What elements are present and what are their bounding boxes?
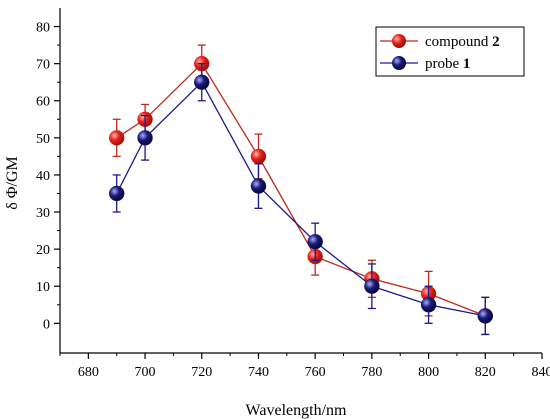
legend-entry-probe-1: probe 1 — [380, 56, 470, 72]
legend-marker-probe-1 — [392, 56, 406, 70]
data-point-probe-1-800 — [420, 297, 437, 313]
series-compound-2 — [108, 44, 494, 336]
axes — [59, 8, 542, 354]
x-axis-title: Wavelength/nm — [246, 402, 347, 419]
y-axis-title: δ Φ/GM — [4, 156, 21, 209]
y-ticks: 0 10 20 30 40 50 60 70 80 — [36, 21, 60, 332]
series-probe-1 — [108, 62, 494, 336]
y-tick-label-70: 70 — [36, 58, 50, 73]
data-point-probe-1-760 — [307, 233, 323, 250]
x-tick-label-780: 780 — [361, 365, 382, 380]
y-tick-label-10: 10 — [36, 280, 50, 295]
x-tick-label-680: 680 — [78, 365, 99, 380]
legend-label-probe-1: probe 1 — [425, 56, 470, 72]
x-tick-label-840: 840 — [532, 365, 550, 380]
x-tick-label-760: 760 — [305, 365, 326, 380]
data-point-compound-2-740 — [250, 148, 267, 165]
data-point-probe-1-690 — [108, 185, 125, 202]
y-tick-label-80: 80 — [36, 21, 50, 36]
legend-label-probe-1-number: 1 — [463, 56, 471, 72]
legend-label-compound-2-number: 2 — [492, 34, 500, 50]
series-line-probe-1 — [116, 81, 486, 317]
x-tick-label-820: 820 — [475, 365, 496, 380]
x-ticks: 680 700 720 740 760 780 800 820 840 — [59, 353, 550, 380]
legend: compound 2 probe 1 — [375, 26, 525, 77]
y-tick-label-40: 40 — [36, 169, 50, 184]
series-line-compound-2 — [116, 62, 486, 317]
legend-entry-compound-2: compound 2 — [380, 34, 500, 50]
data-point-probe-1-740 — [250, 178, 267, 194]
data-point-probe-1-720 — [194, 74, 210, 90]
y-tick-label-20: 20 — [36, 243, 50, 258]
y-tick-label-30: 30 — [36, 206, 50, 221]
x-tick-label-740: 740 — [248, 365, 269, 380]
x-tick-label-800: 800 — [418, 365, 439, 380]
data-point-probe-1-700 — [137, 130, 153, 146]
y-tick-label-60: 60 — [36, 95, 50, 110]
data-point-probe-1-780 — [364, 278, 380, 294]
y-tick-label-0: 0 — [43, 317, 50, 332]
series-layer — [108, 44, 494, 336]
legend-label-probe-1-text: probe — [425, 56, 463, 72]
x-tick-label-700: 700 — [135, 365, 156, 380]
legend-label-compound-2-text: compound — [425, 34, 492, 50]
y-tick-label-50: 50 — [36, 132, 50, 147]
data-point-compound-2-690 — [108, 130, 125, 146]
data-point-probe-1-820 — [477, 308, 494, 324]
legend-marker-compound-2 — [392, 34, 406, 48]
x-tick-label-720: 720 — [191, 365, 212, 380]
legend-label-compound-2: compound 2 — [425, 34, 500, 50]
